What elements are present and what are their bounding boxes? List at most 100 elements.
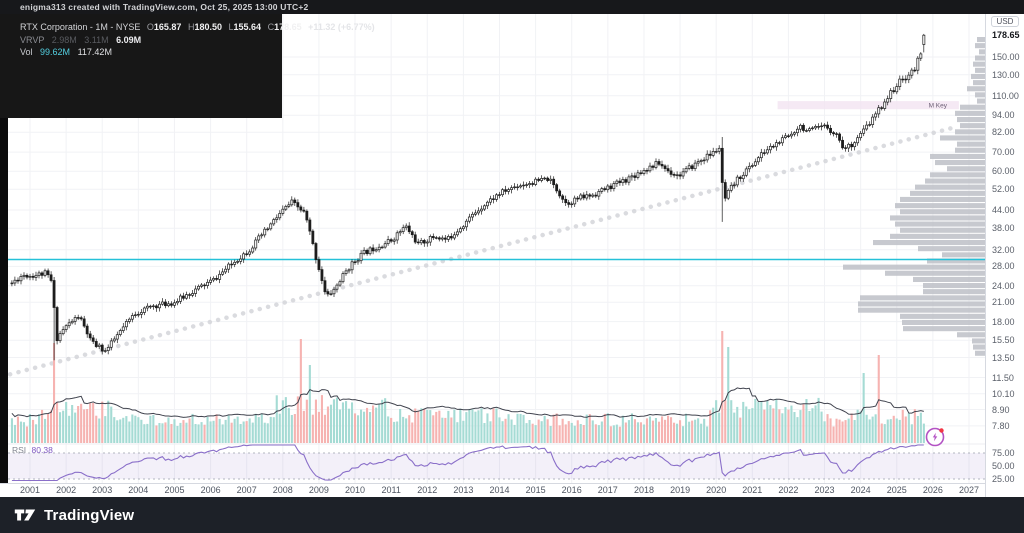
year-label: 2024	[850, 485, 871, 495]
year-label: 2002	[56, 485, 77, 495]
low-key: L	[228, 22, 234, 32]
volume-profile	[843, 37, 985, 356]
year-label: 2018	[633, 485, 655, 495]
rsi-pane	[8, 444, 985, 482]
rsi-value: 80.38	[31, 445, 53, 455]
price-tick-label: 70.00	[992, 147, 1015, 158]
price-axis[interactable]: USD 178.65 150.00 130.00 110.00 94.00 82.00 70…	[985, 14, 1024, 497]
year-label: 2023	[814, 485, 835, 495]
rsi-tick-label: 75.00	[992, 448, 1015, 458]
year-label: 2007	[236, 485, 257, 495]
price-tick-label: 32.00	[992, 244, 1015, 255]
change-value: +11.32 (+6.77%)	[308, 22, 375, 32]
attribution-text: enigma313 created with TradingView.com, …	[20, 2, 309, 12]
price-tick-label: 13.50	[992, 352, 1015, 363]
open-value: 165.87	[153, 22, 182, 32]
left-gutter	[0, 14, 8, 497]
year-label: 2026	[922, 485, 943, 495]
price-tick-label: 110.00	[992, 90, 1019, 101]
high-key: H	[187, 22, 195, 32]
symbol-legend-row[interactable]: RTX Corporation - 1M - NYSE O165.87 H180…	[20, 21, 375, 34]
notification-dot	[939, 428, 944, 433]
year-label: 2027	[958, 485, 980, 495]
price-tick-label: 8.90	[992, 404, 1010, 415]
rsi-indicator-label[interactable]: RSI 80.38	[12, 445, 53, 455]
price-tick-label: 52.00	[992, 184, 1015, 195]
price-tick-label: 60.00	[992, 166, 1015, 177]
year-label: 2017	[597, 485, 618, 495]
year-label: 2005	[164, 485, 185, 495]
year-label: 2021	[742, 485, 763, 495]
volume-value: 117.42M	[77, 47, 112, 57]
vrvp-label: VRVP	[20, 34, 45, 45]
chart-area[interactable]: M Key RTX Corporation - 1M - NYSE O165.8…	[0, 14, 1024, 497]
rsi-tick-label: 50.00	[992, 461, 1015, 471]
rsi-name: RSI	[12, 445, 27, 455]
price-tick-label: 44.00	[992, 205, 1015, 215]
lightning-badge[interactable]	[925, 427, 945, 447]
close-value: 178.65	[274, 22, 302, 32]
year-label: 2019	[670, 485, 691, 495]
year-label: 2012	[417, 485, 438, 495]
year-label: 2022	[778, 485, 799, 495]
year-label: 2011	[381, 485, 401, 495]
year-label: 2006	[200, 485, 221, 495]
vrvp-value-1: 2.98M	[51, 34, 77, 45]
symbol-title: RTX Corporation - 1M - NYSE	[20, 22, 141, 32]
year-label: 2009	[308, 485, 329, 495]
price-tick-label: 28.00	[992, 261, 1015, 272]
vrvp-value-3: 6.09M	[116, 34, 142, 45]
vrvp-value-2: 3.11M	[84, 34, 109, 45]
price-tick-label: 11.50	[992, 372, 1014, 383]
low-value: 155.64	[233, 22, 262, 32]
volume-legend-row[interactable]: Vol 99.62M 117.42M	[20, 46, 282, 59]
volume-ma-value: 99.62M	[40, 47, 71, 57]
volume-ma-line	[11, 387, 924, 418]
close-key: C	[267, 22, 275, 32]
tradingview-logo-icon[interactable]	[14, 507, 36, 523]
year-label: 2015	[525, 485, 546, 495]
attribution-bar: enigma313 created with TradingView.com, …	[0, 0, 1024, 14]
price-tick-label: 178.65	[992, 30, 1020, 41]
lightning-icon	[932, 432, 938, 442]
volume-series[interactable]	[10, 331, 925, 443]
supply-zone-band: M Key	[777, 101, 959, 110]
year-label: 2013	[453, 485, 474, 495]
chart-canvas[interactable]: M Key	[0, 14, 985, 483]
price-tick-label: 15.50	[992, 335, 1015, 346]
year-label: 2008	[272, 485, 293, 495]
price-tick-label: 24.00	[992, 280, 1015, 291]
vrvp-legend-row[interactable]: VRVP 2.98M 3.11M 6.09M	[20, 34, 282, 47]
year-label: 2025	[886, 485, 907, 495]
year-label: 2001	[19, 485, 41, 495]
price-tick-label: 150.00	[992, 52, 1020, 62]
candlestick-series[interactable]	[10, 33, 926, 361]
price-tick-label: 18.00	[992, 316, 1015, 327]
year-label: 2016	[561, 485, 582, 495]
year-label: 2010	[344, 485, 366, 495]
price-tick-label: 130.00	[992, 69, 1020, 80]
rsi-line[interactable]	[11, 444, 924, 482]
price-tick-label: 10.10	[992, 388, 1015, 399]
year-label: 2003	[92, 485, 113, 495]
year-label: 2020	[706, 485, 727, 495]
rsi-tick-label: 25.00	[992, 474, 1015, 484]
legend-panel: RTX Corporation - 1M - NYSE O165.87 H180…	[0, 14, 375, 118]
price-tick-label: 82.00	[992, 127, 1015, 138]
time-axis[interactable]: 2001 2002 2003 2004 2005 2006 2007 2008 2009 2010…	[0, 483, 985, 497]
footer-bar: TradingView	[0, 497, 1024, 533]
price-tick-label: 7.80	[992, 420, 1010, 431]
volume-label: Vol	[20, 47, 33, 57]
open-key: O	[146, 22, 154, 32]
dotted-trendline[interactable]	[7, 124, 961, 377]
currency-badge: USD	[991, 16, 1019, 27]
price-tick-label: 38.00	[992, 223, 1015, 234]
year-label: 2004	[128, 485, 149, 495]
brand-wordmark[interactable]: TradingView	[44, 506, 135, 524]
band-label: M Key	[929, 103, 948, 110]
high-value: 180.50	[194, 22, 222, 32]
year-label: 2014	[489, 485, 510, 495]
price-tick-label: 21.00	[992, 297, 1015, 308]
price-tick-label: 94.00	[992, 110, 1015, 121]
